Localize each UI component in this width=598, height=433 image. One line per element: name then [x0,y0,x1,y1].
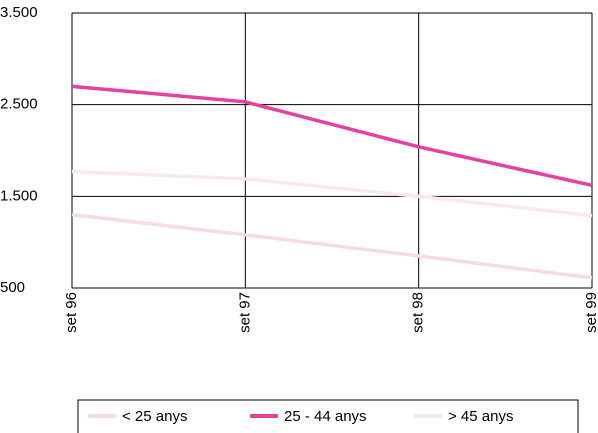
line-series [71,212,593,280]
x-tick-label: set 97 [236,292,253,333]
legend-label: 25 - 44 anys [284,408,367,425]
y-tick-label: 2.500 [0,96,38,113]
legend-box [77,399,579,433]
line-series [71,84,593,188]
y-tick-label: 3.500 [0,4,38,21]
x-tick-label: set 96 [63,292,80,333]
line-series [71,169,593,218]
x-tick-label: set 98 [410,292,427,333]
x-tick-label: set 99 [583,292,598,333]
legend-label: > 45 anys [448,408,513,425]
y-tick-label: 500 [0,279,25,296]
y-tick-label: 1.500 [0,187,38,204]
legend-label: < 25 anys [122,408,187,425]
